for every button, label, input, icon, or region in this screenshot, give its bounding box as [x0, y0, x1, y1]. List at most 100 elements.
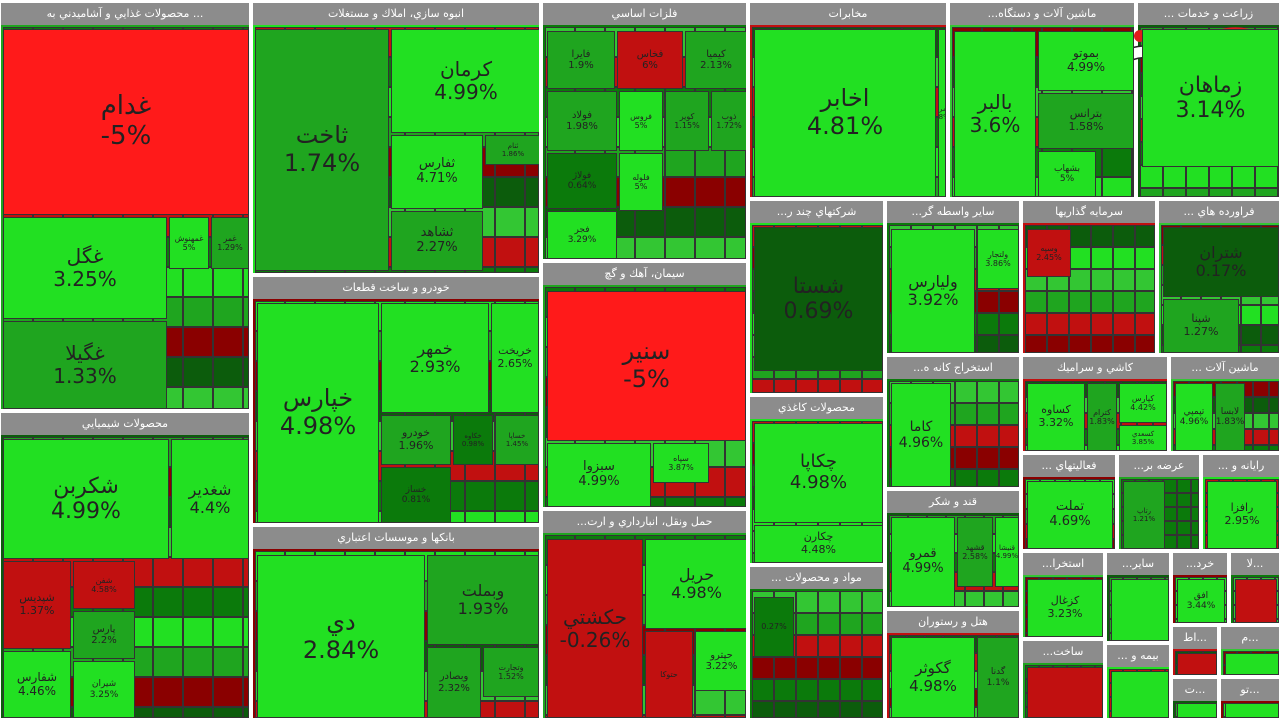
micro-tile[interactable]: [1186, 188, 1209, 197]
micro-tile[interactable]: [1209, 165, 1232, 188]
sector-small3[interactable]: ...م: [1220, 626, 1280, 676]
micro-tile[interactable]: [495, 511, 525, 523]
sector-paper[interactable]: محصولات كاغذي چكاپا 4.98% چكارن 4.48%: [749, 396, 884, 564]
micro-tile[interactable]: [818, 679, 840, 701]
micro-tile[interactable]: [862, 379, 883, 393]
sector-auto[interactable]: خودرو و ساخت قطعات خپارس 4.98% خمهر 2.93% خري…: [252, 276, 540, 524]
stock-tile-insurance-0[interactable]: [1111, 671, 1169, 718]
micro-tile[interactable]: [774, 657, 796, 679]
micro-tile[interactable]: [1191, 479, 1199, 493]
micro-tile[interactable]: [1113, 247, 1135, 269]
micro-tile[interactable]: [1261, 325, 1279, 345]
stock-tile-chem-2[interactable]: شپديس 1.37%: [3, 561, 71, 649]
micro-tile[interactable]: [153, 617, 183, 647]
micro-tile[interactable]: [1191, 521, 1199, 535]
micro-tile[interactable]: [495, 481, 525, 511]
micro-tile[interactable]: [1091, 291, 1113, 313]
micro-tile[interactable]: [1278, 188, 1279, 197]
micro-tile[interactable]: [183, 587, 213, 617]
micro-tile[interactable]: [725, 147, 746, 177]
micro-tile[interactable]: [495, 701, 525, 718]
micro-tile[interactable]: [213, 707, 243, 718]
micro-tile[interactable]: [525, 237, 539, 267]
micro-tile[interactable]: [840, 591, 862, 613]
micro-tile[interactable]: [1232, 165, 1255, 188]
micro-tile[interactable]: [840, 379, 862, 393]
micro-tile[interactable]: [1069, 313, 1091, 335]
micro-tile[interactable]: [1163, 188, 1186, 197]
sector-it[interactable]: فعاليتهاي ... تملت 4.69%: [1022, 454, 1116, 550]
micro-tile[interactable]: [695, 147, 725, 177]
micro-tile[interactable]: [495, 207, 525, 237]
micro-tile[interactable]: [725, 437, 746, 467]
stock-tile-food-4[interactable]: غمر 1.29%: [211, 217, 249, 269]
micro-tile[interactable]: [213, 387, 243, 409]
micro-tile[interactable]: [183, 707, 213, 718]
stock-tile-auto-6[interactable]: خساز 0.81%: [381, 467, 451, 523]
micro-tile[interactable]: [695, 237, 725, 259]
micro-tile[interactable]: [525, 207, 539, 237]
micro-tile[interactable]: [1269, 413, 1279, 429]
micro-tile[interactable]: [796, 591, 818, 613]
micro-tile[interactable]: [862, 635, 883, 657]
micro-tile[interactable]: [153, 557, 183, 587]
micro-tile[interactable]: [243, 647, 249, 677]
micro-tile[interactable]: [1269, 445, 1279, 451]
micro-tile[interactable]: [1191, 493, 1199, 507]
micro-tile[interactable]: [183, 617, 213, 647]
micro-tile[interactable]: [1135, 247, 1155, 269]
micro-tile[interactable]: [1135, 225, 1155, 247]
stock-tile-chem-6[interactable]: شيران 3.25%: [73, 661, 135, 718]
micro-tile[interactable]: [1113, 335, 1135, 353]
stock-tile-brokers-0[interactable]: وليارس 3.92%: [891, 229, 975, 353]
sector-sugar[interactable]: قند و شكر قمرو 4.99% قشهد 2.58% قنيشا 4.99%: [886, 490, 1020, 608]
micro-tile[interactable]: [1163, 507, 1177, 521]
stock-tile-small4-0[interactable]: [1177, 703, 1217, 718]
micro-tile[interactable]: [153, 587, 183, 617]
micro-tile[interactable]: [213, 647, 243, 677]
micro-tile[interactable]: [965, 591, 984, 607]
micro-tile[interactable]: [695, 207, 725, 237]
micro-tile[interactable]: [1135, 269, 1155, 291]
sector-software[interactable]: عرضه بر... رتاپ 1.21%: [1118, 454, 1200, 550]
micro-tile[interactable]: [243, 677, 249, 707]
micro-tile[interactable]: [495, 177, 525, 207]
micro-tile[interactable]: [955, 403, 977, 425]
stock-tile-telecom-0[interactable]: اخابر 4.81%: [754, 29, 936, 197]
micro-tile[interactable]: [635, 207, 665, 237]
micro-tile[interactable]: [862, 679, 883, 701]
micro-tile[interactable]: [1177, 479, 1191, 493]
stock-tile-it-0[interactable]: تملت 4.69%: [1027, 481, 1113, 549]
sector-banks[interactable]: بانكها و موسسات اعتباري دي 2.84% وبملت 1.93%…: [252, 526, 540, 719]
micro-tile[interactable]: [525, 701, 539, 718]
stock-tile-paper-1[interactable]: چكارن 4.48%: [754, 525, 883, 563]
micro-tile[interactable]: [999, 313, 1019, 335]
micro-tile[interactable]: [213, 587, 243, 617]
micro-tile[interactable]: [1261, 305, 1279, 325]
micro-tile[interactable]: [1069, 335, 1091, 353]
micro-tile[interactable]: [1091, 269, 1113, 291]
micro-tile[interactable]: [752, 657, 774, 679]
micro-tile[interactable]: [1163, 165, 1186, 188]
micro-tile[interactable]: [796, 635, 818, 657]
micro-tile[interactable]: [796, 701, 818, 718]
stock-tile-minerals-0[interactable]: 0.27%: [754, 597, 794, 657]
stock-tile-agri-0[interactable]: زماهان 3.14%: [1142, 29, 1279, 167]
micro-tile[interactable]: [999, 425, 1019, 447]
micro-tile[interactable]: [977, 469, 999, 487]
micro-tile[interactable]: [213, 357, 243, 387]
stock-tile-small5-0[interactable]: [1225, 703, 1279, 718]
micro-tile[interactable]: [1163, 479, 1177, 493]
micro-tile[interactable]: [977, 381, 999, 403]
stock-tile-hotel-1[interactable]: گدنا 1.1%: [977, 637, 1019, 718]
stock-tile-auto-2[interactable]: خريخت 2.65%: [491, 303, 539, 413]
sector-brokers[interactable]: ساير واسطه گر... وليارس 3.92% ولتجار 3.86%: [886, 200, 1020, 354]
micro-tile[interactable]: [818, 591, 840, 613]
micro-tile[interactable]: [243, 297, 249, 327]
micro-tile[interactable]: [1241, 325, 1261, 345]
micro-tile[interactable]: [840, 635, 862, 657]
micro-tile[interactable]: [796, 613, 818, 635]
stock-tile-cement-1[interactable]: سبزوا 4.99%: [547, 443, 651, 507]
micro-tile[interactable]: [1025, 291, 1047, 313]
micro-tile[interactable]: [796, 657, 818, 679]
